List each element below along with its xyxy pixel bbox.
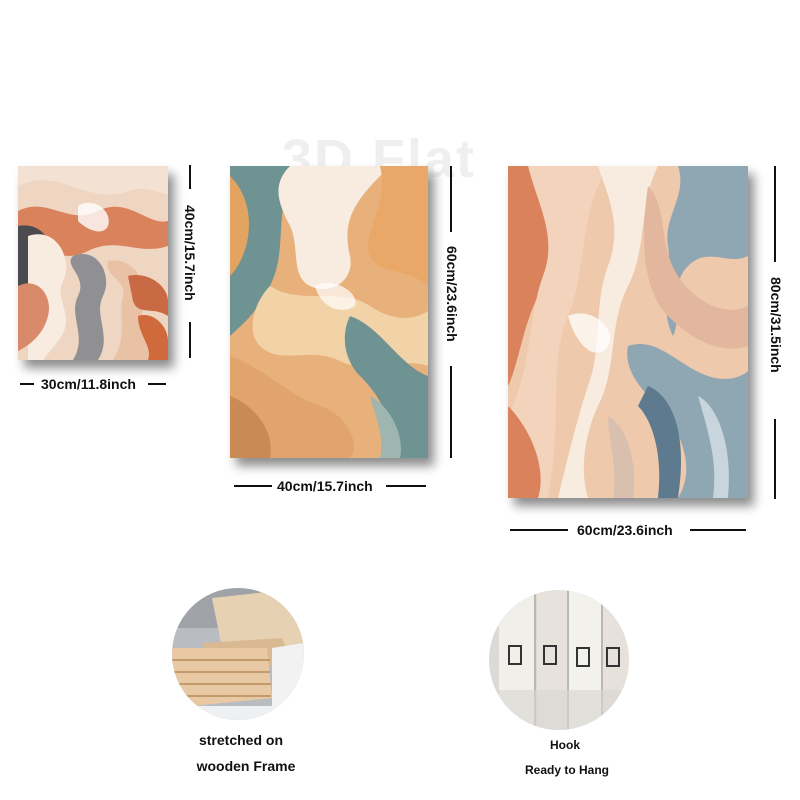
frame-closeup-image bbox=[172, 588, 304, 720]
painting-small bbox=[18, 166, 168, 360]
abstract-waves-small bbox=[18, 166, 168, 360]
height-line-large-bottom bbox=[774, 419, 776, 499]
hook-closeup-image bbox=[489, 590, 629, 730]
frame-caption-line1: stretched on bbox=[198, 732, 283, 748]
height-label-medium: 60cm/23.6inch bbox=[444, 246, 460, 342]
height-line-large-top bbox=[774, 166, 776, 262]
width-line-medium-right bbox=[386, 485, 426, 487]
height-label-large: 80cm/31.5inch bbox=[768, 277, 784, 373]
frame-caption-line2: wooden Frame bbox=[196, 758, 296, 774]
width-label-small: 30cm/11.8inch bbox=[41, 376, 136, 392]
painting-medium bbox=[230, 166, 428, 458]
hook-caption-line2: Ready to Hang bbox=[524, 763, 609, 777]
hook-icon bbox=[489, 590, 629, 730]
height-line-medium-top bbox=[450, 166, 452, 232]
width-label-medium: 40cm/15.7inch bbox=[277, 478, 373, 494]
width-line-small-right bbox=[148, 383, 166, 385]
width-line-medium-left bbox=[234, 485, 272, 487]
wooden-frame-icon bbox=[172, 588, 304, 720]
abstract-waves-medium bbox=[230, 166, 428, 458]
height-line-small-bottom bbox=[189, 322, 191, 358]
width-label-large: 60cm/23.6inch bbox=[577, 522, 673, 538]
height-line-medium-bottom bbox=[450, 366, 452, 458]
height-label-small: 40cm/15.7inch bbox=[182, 205, 198, 301]
height-line-small-top bbox=[189, 165, 191, 189]
width-line-large-left bbox=[510, 529, 568, 531]
painting-large bbox=[508, 166, 748, 498]
width-line-large-right bbox=[690, 529, 746, 531]
abstract-waves-large bbox=[508, 166, 748, 498]
width-line-small-left bbox=[20, 383, 34, 385]
hook-caption-line1: Hook bbox=[550, 738, 580, 752]
